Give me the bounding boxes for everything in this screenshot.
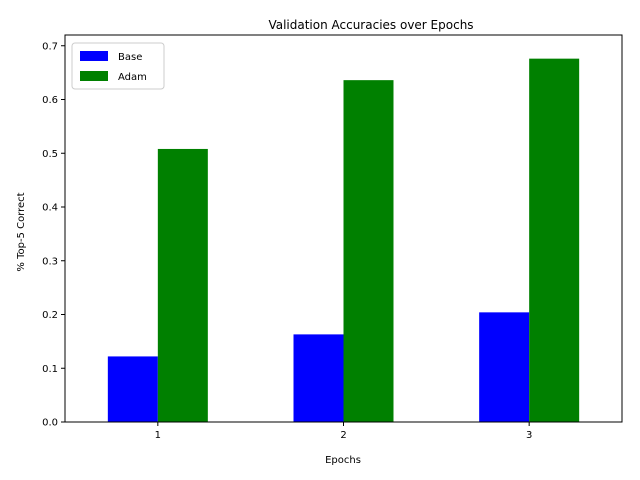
y-tick-label: 0.4: [42, 203, 58, 214]
legend-swatch-base: [80, 51, 108, 61]
y-axis-ticks: 0.0 0.1 0.2 0.3 0.4 0.5 0.6 0.7: [42, 41, 65, 429]
bar-adam-2: [343, 80, 394, 423]
legend: Base Adam: [71, 42, 165, 90]
legend-label-adam: Adam: [118, 72, 147, 83]
bar-base-2: [293, 334, 344, 422]
plot-frame: [64, 34, 623, 423]
y-tick-label: 0.6: [42, 95, 58, 106]
x-tick-label: 1: [155, 430, 161, 441]
bar-base-1: [107, 356, 158, 422]
y-tick-label: 0.7: [42, 41, 58, 52]
legend-label-base: Base: [118, 52, 142, 63]
bar-adam-1: [157, 148, 208, 422]
x-tick-label: 2: [340, 430, 346, 441]
bar-adam-3: [529, 58, 580, 423]
y-tick-label: 0.0: [42, 418, 58, 429]
y-axis-label: % Top-5 Correct: [16, 192, 27, 271]
bar-base-3: [479, 312, 530, 422]
x-axis-ticks: 1 2 3: [155, 422, 532, 441]
y-tick-label: 0.3: [42, 256, 58, 267]
y-tick-label: 0.1: [42, 364, 58, 375]
chart-title: Validation Accuracies over Epochs: [268, 18, 473, 32]
legend-swatch-adam: [80, 71, 108, 81]
bars-group: [107, 58, 580, 423]
x-axis-label: Epochs: [325, 455, 361, 466]
y-tick-label: 0.5: [42, 149, 58, 160]
x-tick-label: 3: [526, 430, 532, 441]
y-tick-label: 0.2: [42, 310, 58, 321]
